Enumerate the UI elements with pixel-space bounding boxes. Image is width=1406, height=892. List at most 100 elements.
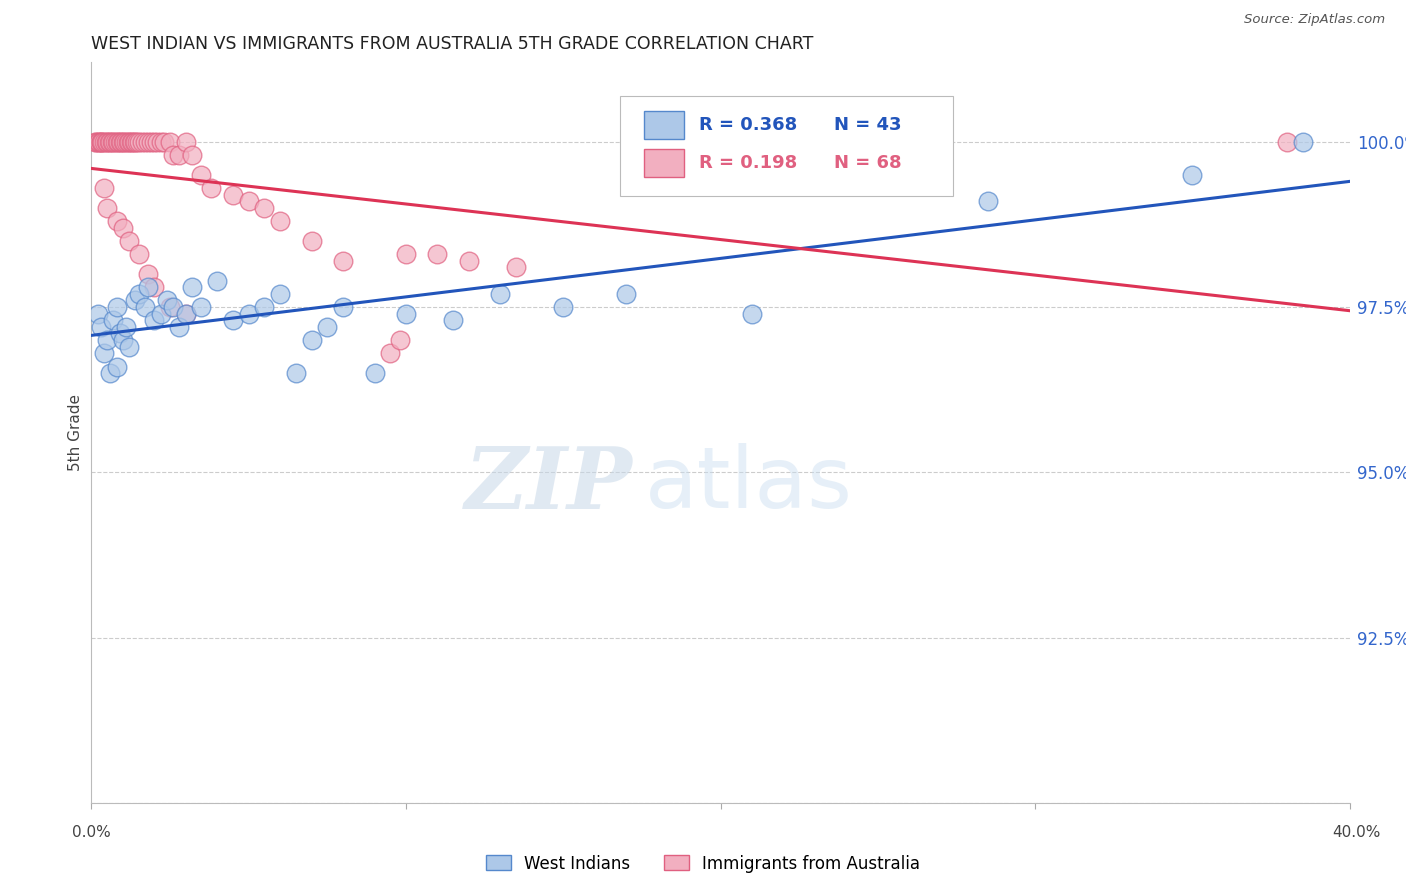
Point [169,148,191,162]
Point [162,148,184,162]
Point [108,135,131,149]
FancyBboxPatch shape [644,149,685,178]
Point [118,234,141,248]
Y-axis label: 5th Grade: 5th Grade [67,394,83,471]
Point [90,135,112,149]
Point [112,135,135,149]
Point [111,333,134,347]
Point [1181,168,1204,182]
Point [1291,135,1313,149]
Point [90,135,112,149]
Text: ZIP: ZIP [464,442,633,526]
Text: Source: ZipAtlas.com: Source: ZipAtlas.com [1244,13,1385,27]
Point [134,300,156,314]
Point [103,313,125,327]
Point [131,135,153,149]
Point [741,307,763,321]
Point [86,135,108,149]
Point [115,135,138,149]
Point [96,201,118,215]
Text: R = 0.198: R = 0.198 [699,154,797,172]
Point [190,168,212,182]
Point [332,300,354,314]
Point [91,135,114,149]
Point [128,135,150,149]
Point [134,135,156,149]
Point [162,300,184,314]
Point [124,135,146,149]
Point [363,366,385,380]
Point [316,319,339,334]
Point [98,135,121,149]
Text: N = 68: N = 68 [834,154,901,172]
Point [152,135,174,149]
Point [136,280,159,294]
Legend: West Indians, Immigrants from Australia: West Indians, Immigrants from Australia [479,848,927,880]
Point [301,333,323,347]
Point [97,135,120,149]
Point [117,135,139,149]
Point [96,135,118,149]
Point [83,135,105,149]
Point [111,135,134,149]
FancyBboxPatch shape [644,111,685,138]
Point [143,135,166,149]
Point [105,300,128,314]
Point [977,194,1000,209]
Point [93,346,115,360]
Point [380,346,402,360]
Point [105,135,128,149]
Point [301,234,323,248]
Point [105,359,128,374]
Point [125,135,148,149]
Point [395,247,418,261]
Point [1275,135,1298,149]
Text: atlas: atlas [645,443,853,526]
Point [110,135,132,149]
Point [93,135,115,149]
Point [115,319,138,334]
Text: R = 0.368: R = 0.368 [699,116,797,134]
Point [426,247,449,261]
Point [101,135,124,149]
Point [136,135,159,149]
Point [269,214,291,228]
Point [238,194,260,209]
Text: WEST INDIAN VS IMMIGRANTS FROM AUSTRALIA 5TH GRADE CORRELATION CHART: WEST INDIAN VS IMMIGRANTS FROM AUSTRALIA… [91,35,814,53]
Point [103,135,125,149]
Point [136,267,159,281]
Point [489,286,512,301]
Point [93,181,115,195]
Point [84,135,107,149]
Point [108,326,131,341]
Point [107,135,129,149]
Point [395,307,418,321]
Point [284,366,307,380]
Point [146,135,169,149]
Point [121,135,143,149]
Point [128,247,150,261]
Point [457,253,479,268]
Point [143,280,166,294]
Text: 0.0%: 0.0% [72,825,111,840]
Point [118,340,141,354]
Point [118,135,141,149]
Point [120,135,142,149]
Point [159,300,181,314]
Point [89,135,111,149]
Point [94,135,117,149]
Point [332,253,354,268]
Point [86,307,108,321]
Point [98,366,121,380]
Point [124,293,146,308]
Point [149,307,172,321]
Point [181,148,204,162]
Point [104,135,127,149]
Point [174,307,197,321]
Point [174,307,197,321]
Point [441,313,464,327]
Point [253,300,276,314]
Point [553,300,575,314]
Point [122,135,145,149]
Text: N = 43: N = 43 [834,116,901,134]
